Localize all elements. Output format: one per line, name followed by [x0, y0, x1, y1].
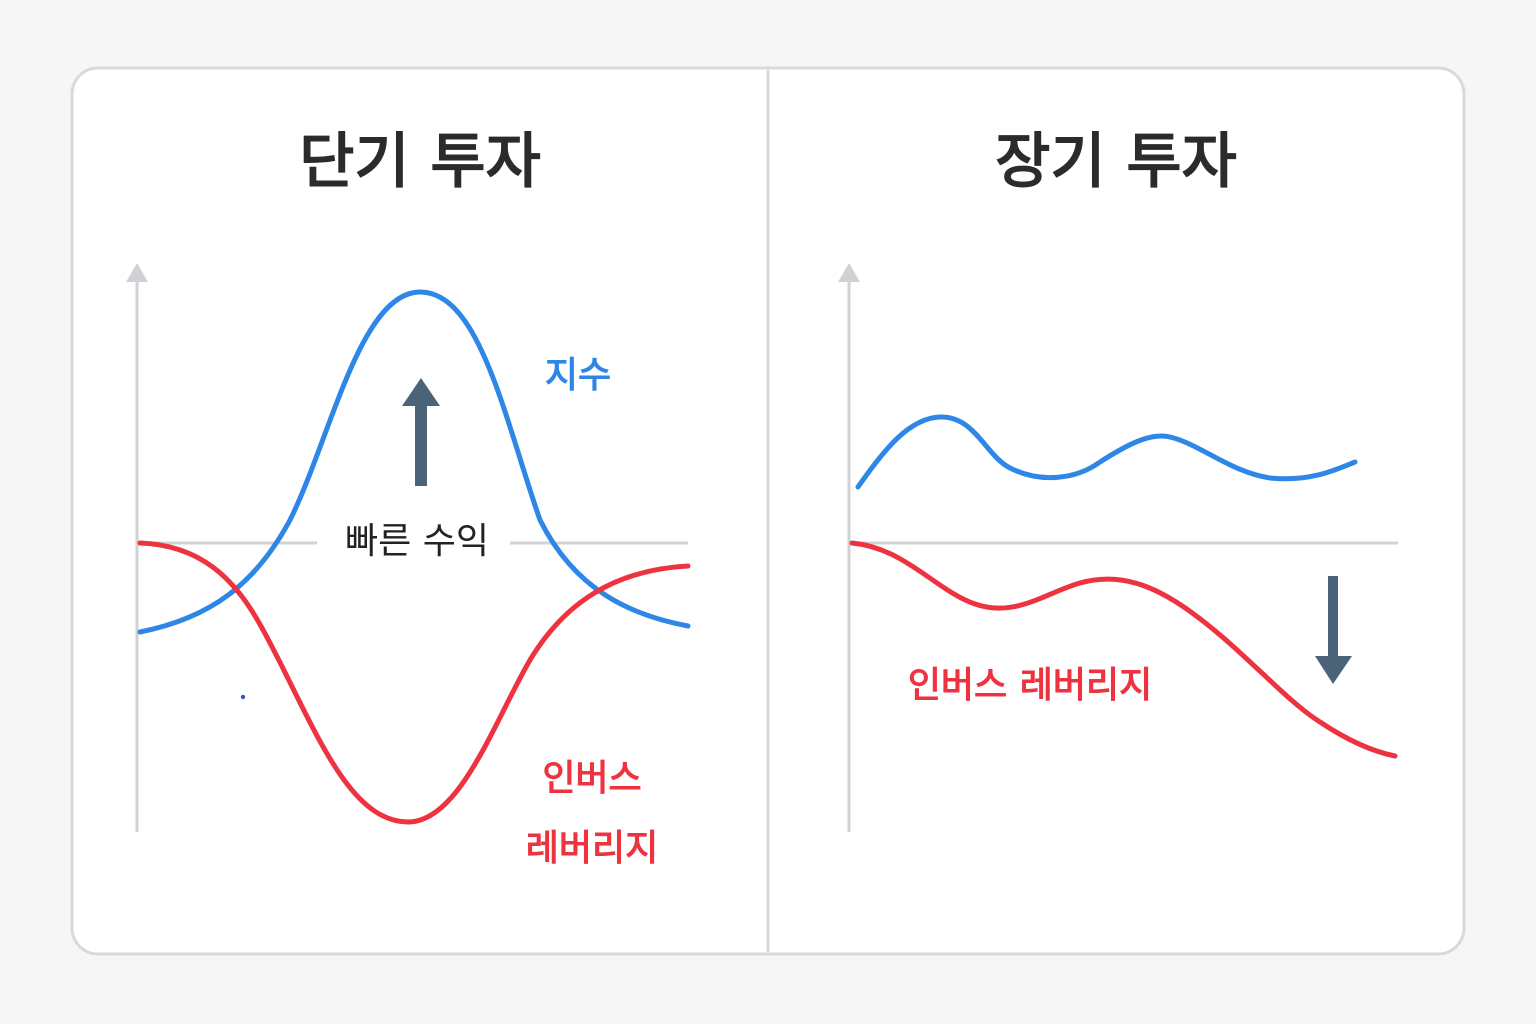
- long-term-inverse-line: [849, 540, 1398, 759]
- short-term-index-label: 지수: [545, 355, 611, 396]
- long-term-panel: 장기 투자 인버스 레버리지: [838, 127, 1398, 832]
- long-term-title: 장기 투자: [995, 127, 1237, 197]
- short-term-inverse-label-line1: 인버스: [542, 758, 641, 799]
- short-term-y-axis-arrowhead: [126, 263, 148, 282]
- short-term-up-arrow-shaft: [415, 404, 427, 486]
- quick-profit-label: 빠른 수익: [345, 521, 489, 562]
- long-term-y-axis-arrowhead: [838, 263, 860, 282]
- short-term-title: 단기 투자: [299, 127, 541, 197]
- long-term-index-line: [855, 414, 1358, 490]
- short-term-panel: 단기 투자 빠른 수익 지수 인버스 레버리지: [126, 127, 691, 869]
- long-term-inverse-label: 인버스 레버리지: [908, 665, 1152, 706]
- long-term-down-arrow-icon: [1315, 656, 1352, 684]
- short-term-up-arrow-icon: [402, 378, 440, 406]
- short-term-index-line: [137, 289, 691, 635]
- stray-dot: [240, 694, 246, 700]
- short-term-inverse-line: [137, 540, 691, 825]
- long-term-down-arrow-shaft: [1328, 576, 1338, 658]
- short-term-inverse-label-line2: 레버리지: [526, 828, 658, 869]
